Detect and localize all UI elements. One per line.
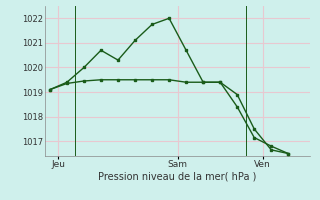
X-axis label: Pression niveau de la mer( hPa ): Pression niveau de la mer( hPa )	[99, 172, 257, 182]
